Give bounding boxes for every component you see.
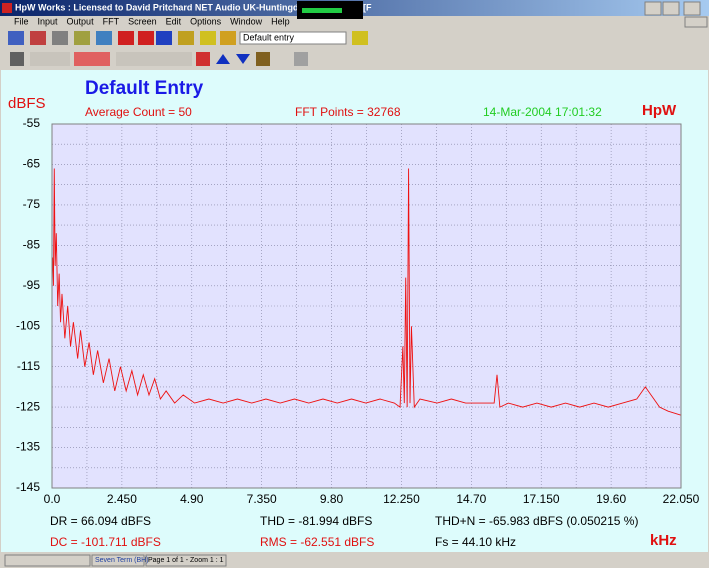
tool-button[interactable] bbox=[294, 52, 308, 66]
tool-button[interactable] bbox=[220, 31, 236, 45]
grid bbox=[51, 123, 682, 489]
x-tick-label: 19.60 bbox=[596, 492, 626, 506]
plot-border bbox=[51, 123, 682, 489]
tool-button[interactable] bbox=[74, 52, 110, 66]
y-tick-label: -85 bbox=[23, 238, 41, 252]
info-text: Average Count = 50 bbox=[85, 105, 192, 119]
menu-item[interactable]: Input bbox=[38, 16, 59, 26]
x-tick-label: 9.80 bbox=[320, 492, 344, 506]
menu-item[interactable]: Options bbox=[190, 16, 222, 26]
y-axis-label: dBFS bbox=[8, 95, 46, 112]
y-tick-label: -145 bbox=[16, 480, 40, 494]
y-tick-label: -55 bbox=[23, 116, 41, 130]
brand: HpW bbox=[642, 102, 677, 119]
stat-text: DC = -101.711 dBFS bbox=[50, 535, 161, 549]
x-tick-label: 14.70 bbox=[456, 492, 486, 506]
plot bbox=[52, 168, 682, 416]
stat-text: THD = -81.994 dBFS bbox=[260, 514, 372, 528]
x-tick-label: 22.050 bbox=[663, 492, 700, 506]
status-text: Page 1 of 1 - Zoom 1 : 1 bbox=[148, 557, 224, 564]
maximize-button[interactable] bbox=[662, 1, 680, 16]
status-pane bbox=[145, 554, 227, 567]
toolbar: Default entry bbox=[8, 31, 368, 66]
tool-button[interactable] bbox=[156, 31, 172, 45]
x-tick-label: 17.150 bbox=[523, 492, 560, 506]
chart-title: Default Entry bbox=[85, 78, 204, 99]
tool-button[interactable] bbox=[196, 52, 210, 66]
status-text: Seven Term (BH) bbox=[95, 557, 149, 564]
tool-button[interactable] bbox=[30, 52, 70, 66]
entry-dropdown[interactable] bbox=[239, 31, 347, 45]
menu-item[interactable]: File bbox=[14, 16, 29, 26]
menu-item[interactable]: Output bbox=[67, 16, 95, 26]
tool-button[interactable] bbox=[96, 31, 112, 45]
info-text: 14-Mar-2004 17:01:32 bbox=[483, 105, 602, 119]
menu-item[interactable]: FFT bbox=[103, 16, 120, 26]
y-tick-label: -65 bbox=[23, 157, 41, 171]
y-tick-label: -95 bbox=[23, 278, 41, 292]
tool-button[interactable] bbox=[118, 31, 134, 45]
tool-button[interactable] bbox=[74, 31, 90, 45]
tool-button[interactable] bbox=[138, 31, 154, 45]
info-text: FFT Points = 32768 bbox=[295, 105, 401, 119]
status-pane bbox=[91, 554, 145, 567]
tool-button[interactable] bbox=[178, 31, 194, 45]
y-tick-label: -135 bbox=[16, 440, 40, 454]
y-tick-label: -105 bbox=[16, 318, 40, 332]
down-button[interactable] bbox=[236, 54, 250, 64]
tool-button[interactable] bbox=[116, 52, 192, 66]
x-tick-label: 0.0 bbox=[44, 492, 61, 506]
y-tick-label: -115 bbox=[17, 359, 40, 373]
window-title: HpW Works : Licensed to David Pritchard … bbox=[15, 2, 372, 12]
dropdown-text: Default entry bbox=[243, 32, 295, 42]
menu-item[interactable]: Window bbox=[230, 16, 263, 26]
tool-button[interactable] bbox=[8, 31, 24, 45]
tool-button[interactable] bbox=[52, 31, 68, 45]
up-button[interactable] bbox=[216, 54, 230, 64]
stat-text: DR = 66.094 dBFS bbox=[50, 514, 151, 528]
minimize-button[interactable] bbox=[644, 1, 662, 16]
tool-button[interactable] bbox=[352, 31, 368, 45]
tool-button[interactable] bbox=[256, 52, 270, 66]
menu-item[interactable]: Edit bbox=[166, 16, 182, 26]
stat-text: THD+N = -65.983 dBFS (0.050215 %) bbox=[435, 514, 638, 528]
menu-item[interactable]: Help bbox=[271, 16, 290, 26]
stat-text: RMS = -62.551 dBFS bbox=[260, 535, 374, 549]
menu-bar: File Input Output FFT Screen Edit Options Windo… bbox=[14, 16, 290, 26]
x-tick-label: 2.450 bbox=[107, 492, 137, 506]
x-tick-label: 7.350 bbox=[247, 492, 277, 506]
tool-button[interactable] bbox=[200, 31, 216, 45]
tool-button[interactable] bbox=[30, 31, 46, 45]
close-button[interactable] bbox=[683, 1, 701, 16]
spectrum-line bbox=[52, 168, 682, 416]
stat-text: Fs = 44.10 kHz bbox=[435, 535, 516, 549]
level-bar bbox=[302, 8, 342, 13]
mdi-buttons[interactable] bbox=[684, 16, 708, 28]
x-axis-label: kHz bbox=[650, 532, 677, 549]
status-bar bbox=[0, 553, 709, 568]
y-tick-label: -125 bbox=[16, 399, 40, 413]
y-tick-label: -75 bbox=[23, 197, 41, 211]
tool-button[interactable] bbox=[10, 52, 24, 66]
app-icon bbox=[2, 3, 12, 13]
x-tick-label: 4.90 bbox=[180, 492, 204, 506]
status-pane bbox=[4, 554, 91, 567]
x-tick-label: 12.250 bbox=[383, 492, 420, 506]
menu-item[interactable]: Screen bbox=[128, 16, 157, 26]
